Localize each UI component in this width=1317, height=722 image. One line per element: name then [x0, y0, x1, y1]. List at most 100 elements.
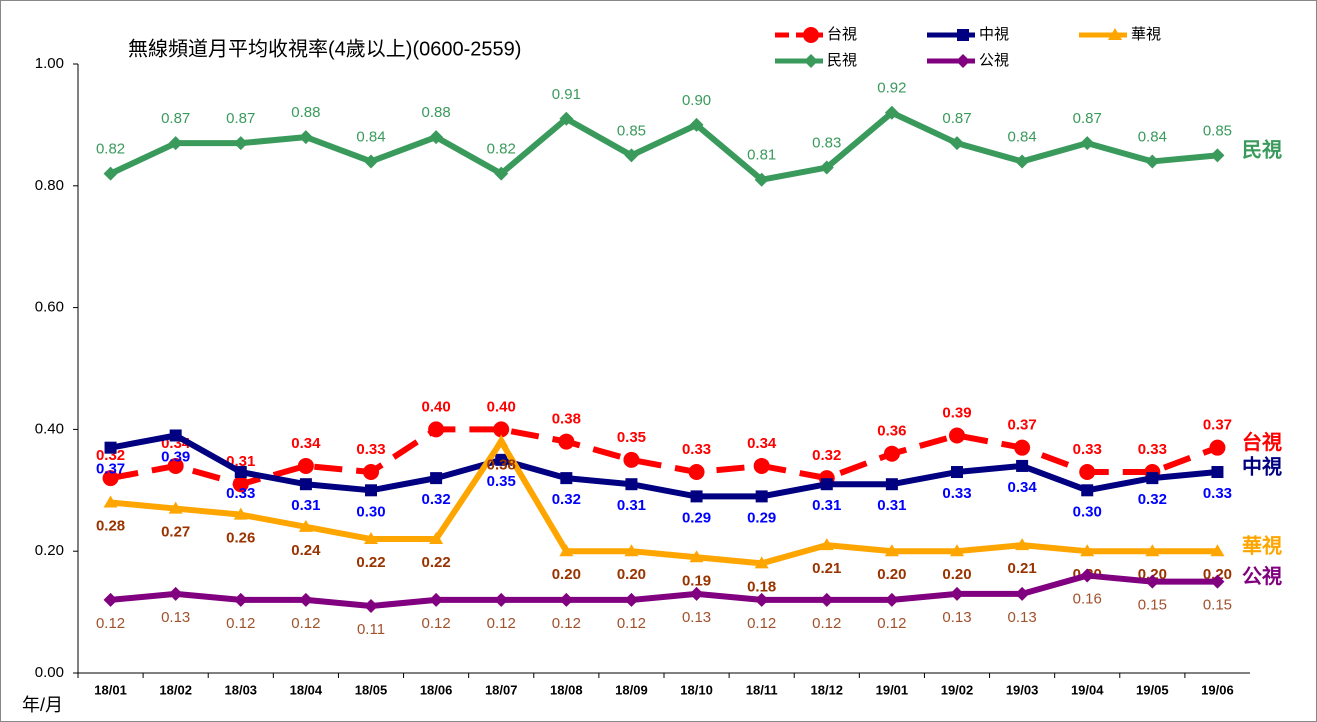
series-end-label: 中視: [1242, 454, 1282, 478]
x-tick-label: 18/07: [485, 682, 518, 697]
legend-label: 民視: [827, 52, 857, 69]
data-label: 0.33: [1203, 485, 1232, 502]
data-label: 0.38: [487, 457, 516, 474]
data-label: 0.12: [617, 615, 646, 632]
data-label: 0.20: [877, 566, 906, 583]
marker: [624, 544, 639, 557]
marker: [1210, 574, 1225, 589]
series-end-label: 公視: [1242, 564, 1282, 588]
x-tick-label: 19/06: [1201, 682, 1234, 697]
y-tick-label: 0.40: [35, 420, 64, 437]
marker: [820, 478, 833, 491]
data-label: 0.29: [682, 509, 711, 526]
marker: [493, 421, 510, 438]
legend-label: 台視: [827, 26, 857, 43]
marker: [803, 27, 819, 43]
x-tick-label: 19/03: [1006, 682, 1039, 697]
marker: [430, 472, 443, 485]
marker: [1108, 28, 1122, 40]
marker: [885, 478, 898, 491]
data-label: 0.37: [96, 461, 125, 478]
marker: [753, 457, 770, 474]
data-label: 0.32: [552, 491, 581, 508]
data-label: 0.22: [356, 554, 385, 571]
data-label: 0.12: [552, 615, 581, 632]
marker: [950, 136, 964, 151]
marker: [1211, 466, 1224, 479]
data-label: 0.26: [226, 530, 255, 547]
data-label: 0.87: [226, 110, 255, 127]
x-tick-label: 18/11: [746, 682, 778, 697]
data-label: 0.12: [487, 615, 516, 632]
marker: [1080, 568, 1095, 583]
data-label: 0.12: [291, 615, 320, 632]
marker: [429, 130, 444, 145]
series-line: [109, 109, 1218, 183]
data-label: 0.31: [291, 497, 320, 514]
data-label: 0.84: [356, 128, 385, 145]
data-label: 0.12: [226, 615, 255, 632]
marker: [883, 445, 900, 462]
marker: [1015, 586, 1030, 601]
marker: [689, 586, 704, 601]
marker: [804, 54, 818, 68]
data-label: 0.31: [877, 497, 906, 514]
data-label: 0.84: [1008, 128, 1037, 145]
data-label: 0.15: [1203, 597, 1232, 614]
marker: [884, 544, 899, 557]
data-label: 0.91: [552, 86, 581, 103]
marker: [364, 532, 378, 545]
marker: [884, 592, 899, 607]
x-tick-label: 18/10: [680, 682, 713, 697]
data-label: 0.13: [682, 609, 711, 626]
x-axis-label: 年/月: [22, 695, 63, 715]
data-label: 0.40: [422, 398, 451, 415]
data-label: 0.38: [552, 411, 581, 428]
marker: [495, 453, 508, 466]
series-line: [110, 572, 1218, 610]
marker: [299, 478, 312, 491]
marker: [232, 476, 249, 493]
data-label: 0.85: [617, 122, 646, 139]
data-label: 0.15: [1138, 597, 1167, 614]
marker: [560, 472, 573, 485]
data-label: 0.33: [226, 485, 255, 502]
data-label: 0.29: [747, 509, 776, 526]
series-end-label: 華視: [1242, 533, 1282, 557]
marker: [429, 532, 444, 545]
marker: [624, 592, 639, 607]
marker: [365, 484, 377, 497]
y-tick-label: 0.20: [35, 542, 64, 559]
marker: [429, 592, 444, 607]
data-label: 0.88: [291, 104, 320, 121]
marker: [957, 29, 969, 41]
marker: [950, 544, 964, 557]
x-tick-label: 19/01: [876, 682, 909, 697]
data-label: 0.32: [422, 491, 451, 508]
marker: [950, 586, 964, 601]
data-label: 0.82: [96, 141, 125, 158]
marker: [297, 457, 314, 474]
marker: [819, 592, 834, 607]
data-label: 0.21: [1008, 560, 1037, 577]
data-label: 0.33: [356, 441, 385, 458]
data-label: 0.82: [487, 141, 516, 158]
marker: [1145, 154, 1160, 169]
marker: [167, 457, 184, 474]
data-label: 0.20: [942, 566, 971, 583]
data-label: 0.27: [161, 524, 190, 541]
x-tick-label: 18/12: [811, 682, 844, 697]
series-line: [110, 426, 1219, 488]
marker: [951, 466, 963, 479]
marker: [1015, 538, 1030, 551]
marker: [168, 586, 183, 601]
marker: [754, 592, 769, 607]
marker: [103, 166, 118, 181]
data-label: 0.32: [96, 447, 125, 464]
y-tick-label: 1.00: [35, 55, 64, 72]
marker: [233, 592, 248, 607]
data-label: 0.87: [942, 110, 971, 127]
marker: [1079, 464, 1096, 481]
marker: [819, 538, 834, 551]
